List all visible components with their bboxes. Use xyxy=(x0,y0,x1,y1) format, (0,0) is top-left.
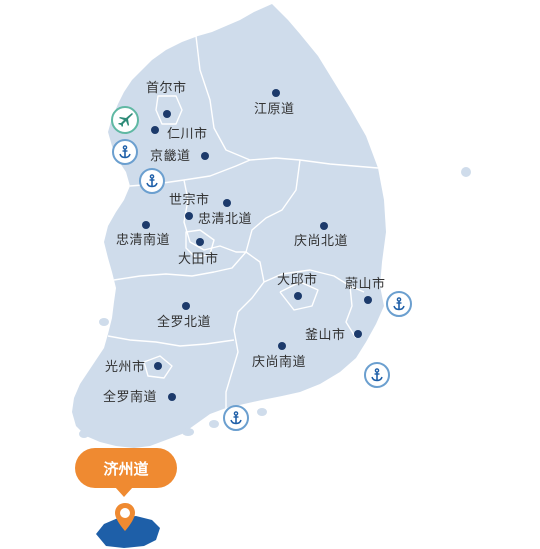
airplane-icon xyxy=(118,113,133,127)
city-dot-ulsan xyxy=(364,296,372,304)
port-marker-pyeongtaek[interactable] xyxy=(139,168,165,194)
anchor-icon xyxy=(393,297,405,311)
island xyxy=(209,420,219,428)
island xyxy=(85,405,99,415)
jeju-island xyxy=(96,516,160,548)
province-border xyxy=(245,159,301,253)
city-dot-jeonnam xyxy=(168,393,176,401)
city-dot-busan xyxy=(354,330,362,338)
label-incheon[interactable]: 仁川市 xyxy=(167,127,208,142)
province-border xyxy=(183,179,246,253)
korean-peninsula xyxy=(72,4,386,448)
province-border xyxy=(263,269,365,293)
province-border xyxy=(113,251,247,281)
label-daejeon[interactable]: 大田市 xyxy=(178,252,219,267)
city-dot-gyeongbuk xyxy=(320,222,328,230)
anchor-icon xyxy=(371,368,383,382)
province-border xyxy=(155,95,183,125)
city-dot-jeonbuk xyxy=(182,302,190,310)
label-daegu[interactable]: 大邱市 xyxy=(277,273,318,288)
city-dot-gyeonggi xyxy=(201,152,209,160)
city-dot-daegu xyxy=(294,292,302,300)
island xyxy=(257,408,267,416)
city-dot-chungbuk xyxy=(185,212,193,220)
label-seoul[interactable]: 首尔市 xyxy=(146,81,187,96)
label-jeonbuk[interactable]: 全罗北道 xyxy=(157,315,212,330)
city-dot-seoul xyxy=(163,110,171,118)
province-border xyxy=(225,251,265,408)
map-pin-icon[interactable] xyxy=(113,502,137,532)
city-dot-gwangju xyxy=(154,362,162,370)
province-border xyxy=(143,355,173,379)
label-gwangju[interactable]: 光州市 xyxy=(105,360,146,375)
city-dot-incheon xyxy=(151,126,159,134)
province-border xyxy=(345,285,357,339)
label-gyeongbuk[interactable]: 庆尚北道 xyxy=(294,234,349,249)
province-border xyxy=(279,281,319,311)
port-marker-ulsan[interactable] xyxy=(386,291,412,317)
island xyxy=(79,430,89,438)
city-dot-gangwon xyxy=(272,89,280,97)
island xyxy=(182,428,194,436)
province-border xyxy=(107,335,235,347)
jeju-callout-tail xyxy=(115,487,133,497)
city-dot-gyeongnam xyxy=(278,342,286,350)
city-dot-sejong xyxy=(223,199,231,207)
label-chungbuk[interactable]: 忠清北道 xyxy=(198,212,253,227)
port-marker-busan[interactable] xyxy=(364,362,390,388)
island xyxy=(99,318,109,326)
port-marker-incheon[interactable] xyxy=(112,139,138,165)
label-ulsan[interactable]: 蔚山市 xyxy=(345,277,386,292)
province-border xyxy=(185,229,215,259)
label-busan[interactable]: 釜山市 xyxy=(305,328,346,343)
label-jeonnam[interactable]: 全罗南道 xyxy=(103,390,158,405)
city-dot-daejeon xyxy=(196,238,204,246)
anchor-icon xyxy=(119,145,131,159)
city-dot-chungnam xyxy=(142,221,150,229)
port-marker-yeosu[interactable] xyxy=(223,405,249,431)
airport-marker[interactable] xyxy=(111,106,139,134)
anchor-icon xyxy=(230,411,242,425)
label-gangwon[interactable]: 江原道 xyxy=(254,102,295,117)
jeju-callout[interactable]: 济州道 xyxy=(75,448,177,488)
province-border xyxy=(195,35,379,169)
island xyxy=(461,167,471,177)
label-chungnam[interactable]: 忠清南道 xyxy=(116,233,171,248)
label-sejong[interactable]: 世宗市 xyxy=(169,193,210,208)
label-gyeonggi[interactable]: 京畿道 xyxy=(150,149,191,164)
anchor-icon xyxy=(146,174,158,188)
label-gyeongnam[interactable]: 庆尚南道 xyxy=(252,355,307,370)
